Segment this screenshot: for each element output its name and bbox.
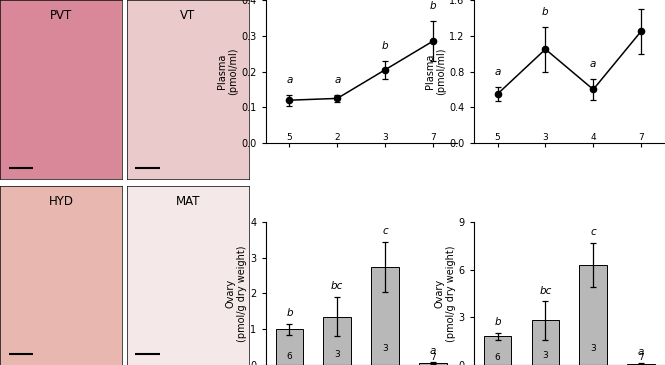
Text: 5: 5 [287,133,293,142]
Bar [275,329,303,365]
Text: a: a [286,75,293,85]
Text: 3: 3 [382,344,388,353]
Text: 7: 7 [638,133,644,142]
Text: a: a [494,67,501,77]
Bar [483,337,511,365]
Text: 3: 3 [591,344,596,353]
Text: a: a [638,347,644,357]
Text: 3: 3 [334,350,340,359]
Text: bc: bc [331,281,343,291]
Text: bc: bc [539,286,552,296]
Bar [323,317,351,365]
Text: 3: 3 [382,133,388,142]
Text: b: b [286,308,293,318]
Text: 7: 7 [430,133,436,142]
Bar [627,364,655,365]
Text: MAT: MAT [176,195,200,208]
Text: 5: 5 [495,133,501,142]
Text: 3: 3 [543,351,549,360]
Text: VT: VT [180,9,196,22]
Text: 2: 2 [334,133,340,142]
Text: b: b [430,1,436,11]
Text: c: c [382,226,388,236]
Bar [579,265,607,365]
Text: 6: 6 [495,353,501,362]
Text: 3: 3 [543,133,549,142]
Text: c: c [591,227,596,237]
Text: a: a [334,75,340,85]
Y-axis label: Ovary
(pmol/g dry weight): Ovary (pmol/g dry weight) [434,245,456,342]
Text: a: a [430,346,436,356]
Y-axis label: Plasma
(pmol/ml): Plasma (pmol/ml) [425,48,446,95]
Y-axis label: Plasma
(pmol/ml): Plasma (pmol/ml) [217,48,238,95]
Bar [419,363,447,365]
Text: b: b [382,41,388,51]
Text: b: b [542,7,549,17]
Text: 6: 6 [287,352,293,361]
Text: 4: 4 [591,133,596,142]
Text: a: a [590,59,597,69]
Text: 7: 7 [430,353,436,362]
Text: b: b [494,318,501,327]
Text: HYD: HYD [49,195,73,208]
Y-axis label: Ovary
(pmol/g dry weight): Ovary (pmol/g dry weight) [226,245,247,342]
Text: PVT: PVT [50,9,72,22]
Bar [531,320,559,365]
Bar [371,266,399,365]
Text: 7: 7 [638,353,644,362]
